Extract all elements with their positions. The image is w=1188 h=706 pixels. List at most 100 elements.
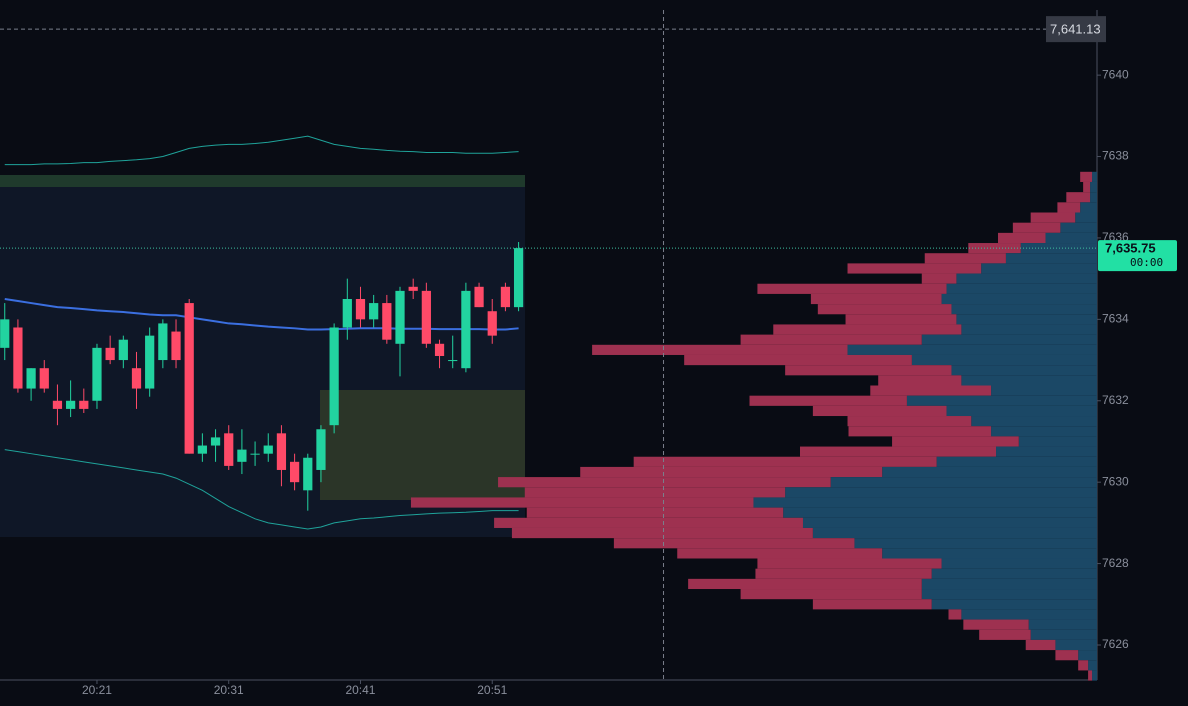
- profile-bar: [931, 599, 1097, 610]
- profile-bar: [755, 568, 932, 579]
- profile-bar: [1028, 619, 1097, 630]
- profile-bar: [996, 446, 1097, 457]
- profile-bar: [1018, 436, 1097, 447]
- profile-bar: [921, 334, 1097, 345]
- profile-bar: [1078, 650, 1097, 661]
- profile-bar: [1066, 192, 1091, 203]
- profile-bar: [785, 487, 1097, 498]
- profile-bar: [592, 344, 848, 355]
- profile-bar: [817, 304, 952, 315]
- profile-bar: [951, 304, 1097, 315]
- profile-bar: [1092, 171, 1097, 182]
- candle-body: [237, 449, 247, 462]
- candle-body: [26, 368, 36, 389]
- profile-bar: [971, 416, 1097, 427]
- profile-bar: [633, 456, 937, 467]
- profile-bar: [951, 365, 1097, 376]
- profile-bar: [1055, 650, 1079, 661]
- profile-bar: [740, 589, 922, 600]
- profile-bar: [961, 375, 1097, 386]
- profile-bar: [812, 599, 932, 610]
- last-price-bg: [1098, 240, 1177, 272]
- candle-body: [224, 433, 234, 466]
- y-tick-label: 7640: [1102, 67, 1129, 81]
- y-tick-label: 7634: [1102, 312, 1129, 326]
- y-tick-label: 7638: [1102, 149, 1129, 163]
- profile-bar: [936, 456, 1097, 467]
- candle-body: [276, 433, 287, 470]
- candle-body: [355, 299, 366, 320]
- candle-body: [158, 323, 168, 361]
- x-tick-label: 20:31: [214, 683, 244, 697]
- profile-bar: [810, 293, 942, 305]
- profile-bar: [979, 629, 1031, 640]
- x-tick-label: 20:41: [345, 683, 375, 697]
- profile-bar: [931, 568, 1097, 579]
- profile-bar: [773, 324, 962, 335]
- candle-body: [105, 347, 115, 361]
- profile-bar: [991, 385, 1097, 396]
- profile-bar: [921, 578, 1097, 590]
- candle-body: [487, 311, 497, 336]
- profile-bar: [524, 487, 786, 498]
- profile-bar: [921, 589, 1097, 600]
- profile-bar: [740, 334, 922, 345]
- profile-bar: [753, 497, 1097, 508]
- profile-bar: [956, 314, 1097, 325]
- profile-bar: [1055, 639, 1097, 651]
- profile-bar: [882, 466, 1097, 478]
- heatmap-band: [320, 390, 525, 500]
- candle-body: [52, 400, 63, 409]
- profile-bar: [511, 527, 813, 539]
- candle-body: [39, 368, 49, 389]
- profile-bar: [410, 497, 754, 508]
- profile-bar: [1030, 629, 1097, 640]
- profile-bar: [998, 232, 1046, 244]
- candle-body: [342, 299, 352, 328]
- profile-bar: [580, 466, 883, 478]
- profile-bar: [1078, 660, 1089, 671]
- profile-bar: [906, 395, 1097, 406]
- candle-body: [500, 286, 511, 308]
- candle-body: [382, 303, 392, 340]
- profile-bar: [941, 293, 1097, 305]
- profile-bar: [830, 477, 1097, 488]
- last-price-label: 7,635.75: [1105, 241, 1156, 256]
- profile-bar: [911, 354, 1097, 366]
- candle-body: [118, 339, 128, 361]
- candle-body: [131, 368, 142, 389]
- candle-body: [145, 335, 155, 389]
- candle-body: [303, 457, 313, 491]
- profile-bar: [1012, 222, 1061, 233]
- profile-bar: [812, 405, 947, 417]
- profile-bar: [613, 538, 855, 549]
- profile-bar: [892, 436, 1019, 447]
- candle-body: [0, 319, 10, 348]
- candle-body: [171, 331, 181, 361]
- profile-bar: [854, 538, 1097, 549]
- candle-body: [66, 400, 76, 409]
- profile-bar: [802, 517, 1097, 528]
- profile-bar: [946, 405, 1097, 417]
- crosshair-label: 7,641.13: [1050, 22, 1101, 37]
- candle-body: [421, 290, 431, 344]
- candle-body: [79, 400, 89, 409]
- profile-bar: [757, 283, 947, 294]
- candle-body: [13, 327, 23, 389]
- candle-body: [369, 303, 379, 320]
- candle-body: [92, 347, 102, 401]
- overlay-line: [4, 449, 519, 530]
- candle-body: [434, 343, 445, 356]
- profile-bar: [963, 619, 1029, 630]
- profile-bar: [961, 324, 1097, 335]
- candle-body: [316, 429, 326, 470]
- profile-bar: [1060, 222, 1097, 233]
- candle-body: [184, 303, 194, 454]
- profile-bar: [845, 314, 957, 325]
- candle-body: [461, 290, 471, 369]
- profile-bar: [981, 263, 1097, 274]
- overlay-line: [4, 135, 519, 166]
- countdown: 00:00: [1130, 256, 1163, 269]
